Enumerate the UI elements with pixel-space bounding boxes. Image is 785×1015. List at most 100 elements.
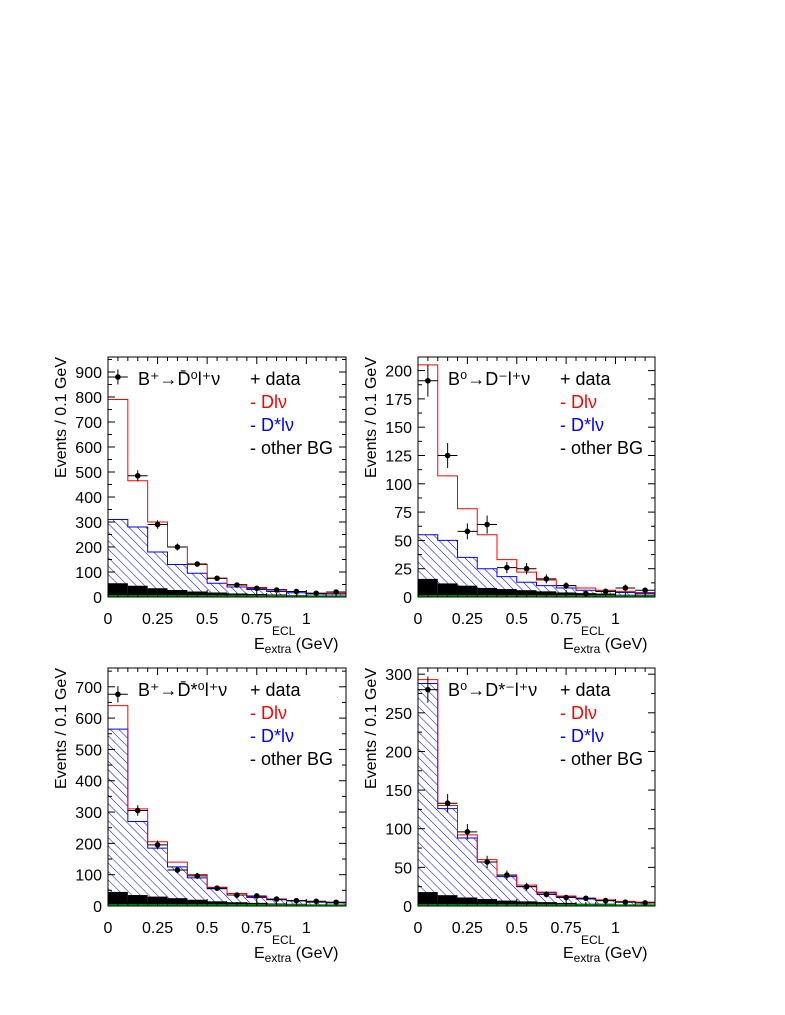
dstar-hatch-bin — [147, 552, 168, 597]
data-marker — [602, 588, 609, 595]
x-axis-label-sub: extra — [574, 951, 601, 965]
y-tick-label: 0 — [93, 590, 102, 607]
y-tick-label: 0 — [403, 899, 412, 916]
data-marker — [642, 587, 648, 594]
other-bg-bin — [127, 585, 148, 597]
data-marker — [622, 585, 629, 591]
data-point — [536, 891, 557, 898]
x-axis-label-unit: (GeV) — [600, 945, 647, 962]
data-marker — [194, 561, 201, 567]
data-marker — [174, 867, 181, 873]
data-marker — [154, 842, 161, 848]
y-tick-label: 300 — [385, 667, 412, 684]
data-point — [167, 543, 188, 551]
x-tick-label: 1 — [611, 920, 620, 937]
data-point — [595, 897, 616, 904]
x-tick-label: 1 — [302, 920, 311, 937]
x-axis-label-main: E — [254, 636, 265, 653]
data-marker — [425, 686, 431, 693]
data-point — [187, 561, 208, 567]
data-point — [246, 893, 267, 899]
x-tick-label: 0.75 — [551, 611, 582, 628]
x-axis-label: Eextra (GeV) — [563, 945, 647, 965]
dstar-hatch-bin — [227, 587, 247, 597]
y-tick-label: 100 — [75, 565, 102, 582]
data-point — [127, 805, 148, 816]
x-axis-label-sub: extra — [265, 642, 292, 656]
panel-4: 0 0.25 0.5 0.75 1 0 50 100 150 200 250 300 Events / … — [363, 667, 656, 965]
data-point — [635, 587, 655, 594]
x-axis-label-sup: ECL — [581, 933, 605, 947]
data-marker — [563, 582, 569, 589]
legend-data: + data — [560, 369, 612, 389]
y-tick-label: 100 — [385, 477, 412, 494]
legend-dstarlnu: - D*lν — [560, 726, 604, 746]
legend-dlnu: - Dlν — [560, 392, 597, 412]
data-marker — [293, 897, 300, 904]
x-tick-label: 0.75 — [241, 611, 272, 628]
x-tick-label: 0.5 — [506, 920, 528, 937]
y-tick-label: 700 — [75, 680, 102, 697]
data-marker — [273, 587, 280, 593]
dstar-hatch-bin — [187, 877, 208, 906]
x-axis-label-main: E — [254, 945, 265, 962]
legend-dstarlnu: - D*lν — [250, 415, 294, 435]
y-tick-label: 900 — [75, 365, 102, 382]
data-marker — [134, 472, 141, 479]
y-axis-label: Events / 0.1 GeV — [53, 357, 70, 478]
data-marker — [543, 576, 550, 582]
y-tick-label: 50 — [394, 533, 412, 550]
data-marker — [484, 859, 490, 865]
data-marker — [293, 588, 300, 595]
data-point — [187, 872, 208, 880]
dstar-hatch-bin — [477, 861, 497, 906]
x-axis-label-sub: extra — [265, 951, 292, 965]
y-tick-label: 500 — [75, 742, 102, 759]
other-bg-bin — [127, 895, 148, 906]
y-tick-label: 200 — [385, 364, 412, 381]
data-point — [497, 561, 517, 574]
data-point — [595, 588, 616, 595]
data-point — [127, 470, 148, 482]
y-tick-label: 200 — [385, 744, 412, 761]
data-point — [207, 575, 227, 582]
x-tick-label: 0 — [414, 920, 423, 937]
x-axis-label: Eextra (GeV) — [254, 945, 338, 965]
x-tick-label: 0.5 — [506, 611, 528, 628]
data-point — [556, 582, 576, 590]
y-tick-label: 600 — [75, 440, 102, 457]
data-marker — [464, 528, 471, 535]
data-point — [108, 686, 128, 703]
y-tick-label: 175 — [385, 392, 412, 409]
data-marker — [333, 589, 339, 595]
data-point — [516, 563, 537, 575]
data-marker — [134, 807, 141, 814]
dstar-hatch-bin — [418, 683, 438, 906]
data-point — [227, 582, 247, 588]
data-point — [207, 885, 227, 891]
y-tick-label: 50 — [394, 860, 412, 877]
data-marker — [602, 897, 609, 904]
x-axis-label: Eextra (GeV) — [563, 636, 647, 656]
other-bg-bin — [477, 587, 497, 597]
y-tick-label: 800 — [75, 390, 102, 407]
y-tick-label: 250 — [385, 706, 412, 723]
data-marker — [313, 898, 320, 905]
y-tick-label: 100 — [75, 868, 102, 885]
x-tick-label: 1 — [302, 611, 311, 628]
data-point — [286, 588, 307, 595]
data-point — [516, 882, 537, 891]
data-point — [418, 676, 438, 703]
y-axis-label: Events / 0.1 GeV — [363, 357, 380, 478]
data-marker — [115, 691, 121, 698]
x-axis-label-unit: (GeV) — [291, 636, 338, 653]
other-bg-bin — [418, 892, 438, 906]
data-marker — [444, 452, 451, 459]
other-bg-bin — [108, 891, 128, 906]
legend-data: + data — [250, 369, 302, 389]
y-tick-label: 150 — [385, 783, 412, 800]
data-marker — [504, 872, 510, 878]
data-point — [227, 892, 247, 898]
dstar-hatch-bin — [457, 838, 478, 906]
